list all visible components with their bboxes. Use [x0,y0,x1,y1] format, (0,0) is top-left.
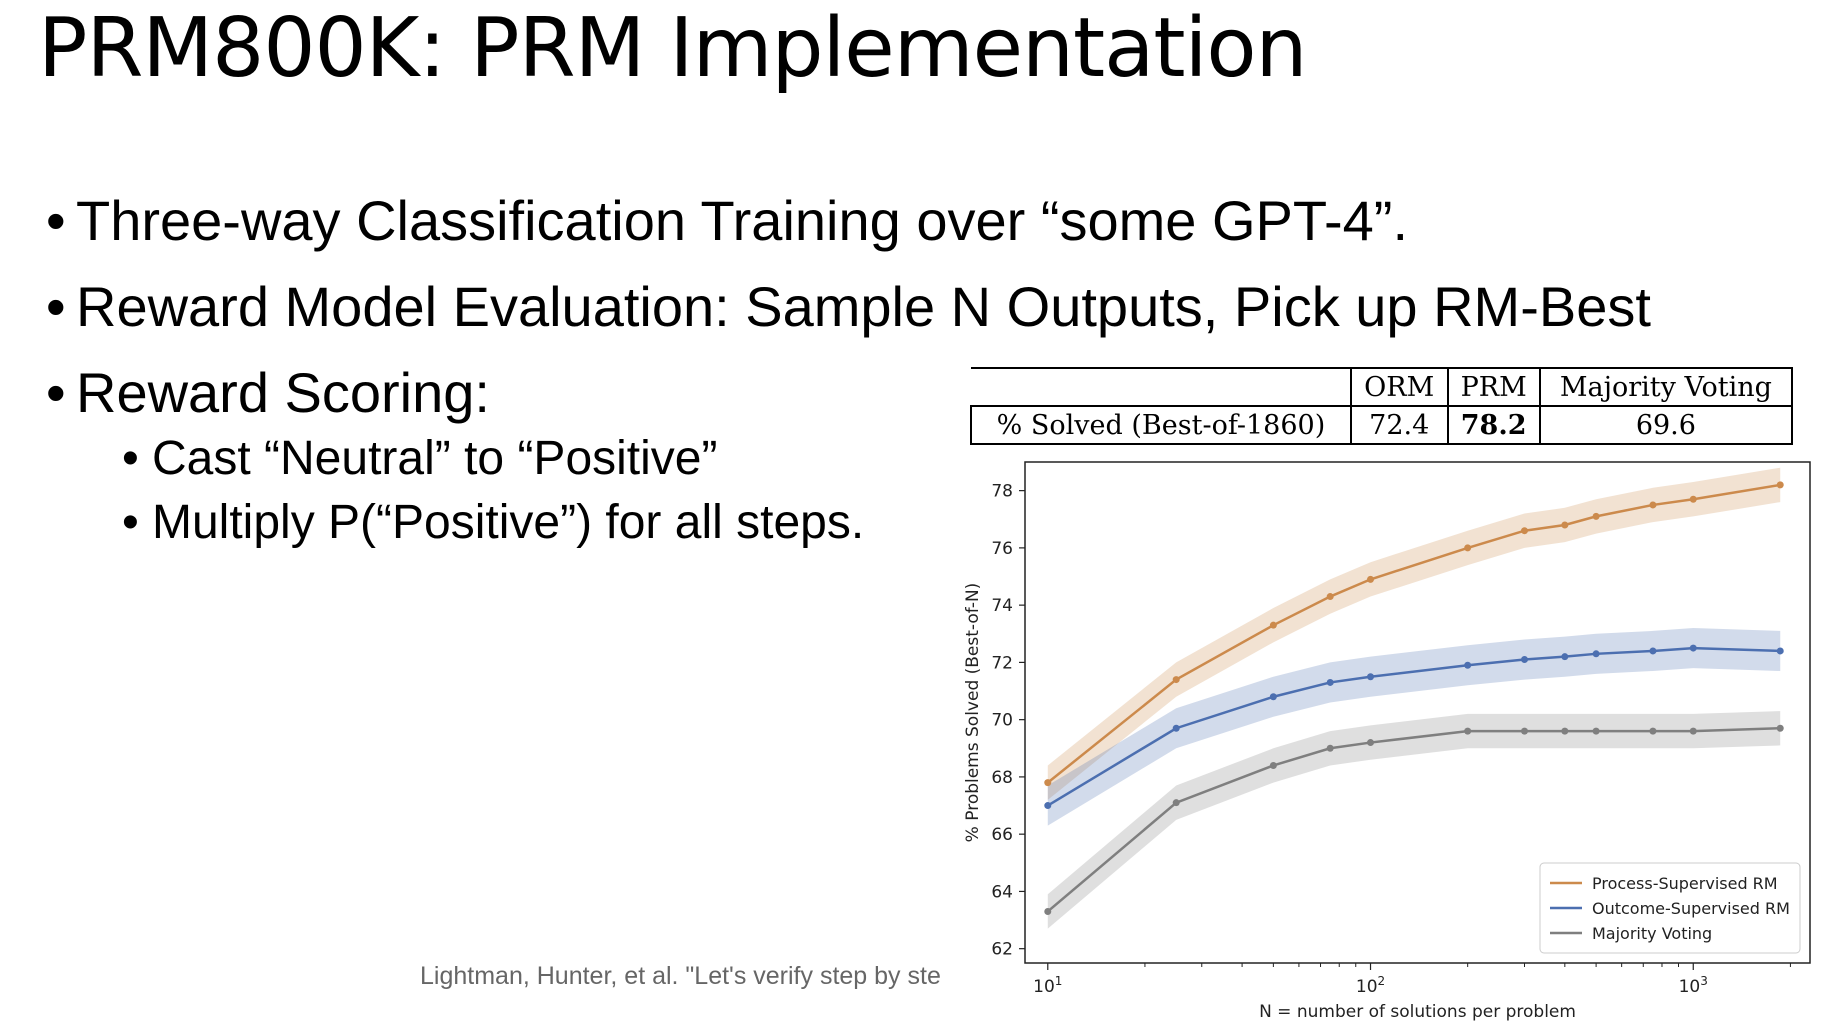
y-tick-label: 76 [991,539,1013,559]
data-point [1592,512,1600,520]
results-table: ORM PRM Majority Voting % Solved (Best-o… [970,367,1794,445]
bullet-dot: • [46,361,66,424]
bullet-text: Reward Model Evaluation: Sample N Output… [76,275,1651,338]
data-point [1521,656,1529,664]
series-band [1047,711,1781,929]
data-point [1464,544,1472,552]
table-row-label: % Solved (Best-of-1860) [970,405,1352,445]
data-point [1689,644,1697,652]
plot-frame [1024,461,1811,964]
data-point [1367,575,1375,583]
data-point [1044,907,1052,915]
data-point [1649,647,1657,655]
series-band [1047,467,1781,800]
results-figure: ORM PRM Majority Voting % Solved (Best-o… [940,355,1824,1022]
sub-bullet-dot: • [122,496,139,549]
table-cell-orm: 72.4 [1349,405,1449,445]
table-corner-cell [971,367,1352,407]
bullet-text: Three-way Classification Training over “… [76,189,1408,252]
data-point [1044,779,1052,787]
sub-bullet-item: • Multiply P(“Positive”) for all steps. [46,491,1651,555]
sub-bullet-text: Cast “Neutral” to “Positive” [152,432,718,485]
data-point [1649,501,1657,509]
x-tick-label: 102 [1356,974,1385,997]
data-point [1689,727,1697,735]
sub-bullet-dot: • [122,432,139,485]
bullet-item: • Three-way Classification Training over… [46,185,1651,271]
table-header-row: ORM PRM Majority Voting [971,367,1794,407]
slide-title: PRM800K: PRM Implementation [38,1,1308,96]
series-line [1047,646,1781,807]
data-point [1367,673,1375,681]
y-tick-label: 66 [991,825,1013,845]
table-cell-majority: 69.6 [1538,405,1794,445]
data-point [1326,744,1334,752]
legend-label: Process-Supervised RM [1592,874,1778,893]
data-point [1172,799,1180,807]
sub-bullet-item: • Cast “Neutral” to “Positive” [46,427,1651,491]
series-line [1046,483,1781,784]
data-point [1592,727,1600,735]
data-point [1776,647,1784,655]
y-tick-label: 74 [991,596,1013,616]
legend-box [1539,862,1801,954]
citation: Lightman, Hunter, et al. "Let's verify s… [420,962,940,990]
y-tick-label: 72 [991,653,1013,673]
data-point [1776,481,1784,489]
data-point [1521,527,1529,535]
bullet-item: • Reward Scoring: [46,357,1651,427]
bullet-dot: • [46,275,66,338]
data-point [1521,727,1529,735]
bullet-text: Reward Scoring: [76,361,490,424]
data-point [1044,802,1052,810]
data-point [1776,724,1784,732]
y-axis-label: % Problems Solved (Best-of-N) [963,583,983,843]
bullet-dot: • [46,189,66,252]
x-tick-label: 101 [1033,974,1062,997]
data-point [1464,727,1472,735]
data-point [1561,521,1569,529]
data-point [1172,676,1180,684]
data-point [1649,727,1657,735]
y-tick-label: 78 [991,482,1013,502]
y-tick-label: 64 [991,882,1013,902]
legend-label: Majority Voting [1592,924,1712,943]
data-point [1561,653,1569,661]
data-point [1326,678,1334,686]
y-tick-label: 70 [991,711,1013,731]
table-row: % Solved (Best-of-1860) 72.4 78.2 69.6 [970,405,1794,445]
x-tick-exponent: 2 [1378,974,1386,988]
table-cell-prm: 78.2 [1446,405,1541,445]
data-point [1269,693,1277,701]
data-point [1367,739,1375,747]
bullet-item: • Reward Model Evaluation: Sample N Outp… [46,271,1651,357]
y-tick-label: 62 [991,940,1013,960]
best-of-n-chart: 62 64 66 68 70 72 74 76 78 101 102 103 N = number of… [963,461,1811,1022]
sub-bullet-text: Multiply P(“Positive”) for all steps. [152,496,865,549]
legend-label: Outcome-Supervised RM [1592,899,1790,918]
bullet-list: • Three-way Classification Training over… [46,185,1651,555]
x-tick-exponent: 1 [1055,974,1063,988]
x-tick-label: 103 [1679,974,1708,997]
data-point [1269,761,1277,769]
data-point [1689,495,1697,503]
x-axis-label: N = number of solutions per problem [1259,1002,1576,1022]
data-point [1464,661,1472,669]
table-header-prm: PRM [1446,367,1541,407]
data-point [1326,593,1334,601]
table-header-majority: Majority Voting [1538,367,1794,407]
table-header-orm: ORM [1349,367,1449,407]
data-point [1269,621,1277,629]
data-point [1561,727,1569,735]
data-point [1592,650,1600,658]
data-point [1172,724,1180,732]
series-line [1046,726,1781,913]
x-tick-exponent: 3 [1700,974,1708,988]
y-tick-label: 68 [991,768,1013,788]
